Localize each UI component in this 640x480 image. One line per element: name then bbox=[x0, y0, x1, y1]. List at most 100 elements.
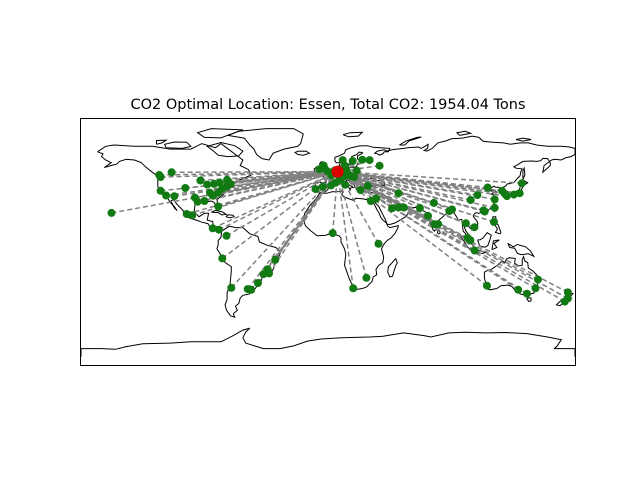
route-line bbox=[218, 170, 338, 231]
route-line bbox=[171, 170, 338, 174]
coastline-baffin bbox=[206, 141, 244, 158]
site-marker bbox=[434, 220, 443, 229]
route-line bbox=[337, 170, 471, 201]
site-marker bbox=[254, 279, 262, 287]
site-marker bbox=[203, 180, 212, 189]
site-marker bbox=[473, 191, 482, 200]
route-line bbox=[186, 170, 338, 215]
map-area bbox=[80, 128, 576, 357]
site-marker bbox=[374, 239, 383, 248]
site-marker bbox=[214, 202, 223, 211]
map-frame bbox=[80, 118, 576, 366]
route-line bbox=[337, 170, 475, 228]
site-marker bbox=[415, 204, 424, 212]
coastline-tasmania bbox=[526, 297, 532, 303]
site-marker bbox=[523, 289, 531, 298]
route-line bbox=[212, 170, 338, 229]
site-marker bbox=[155, 171, 164, 179]
site-marker bbox=[490, 203, 499, 212]
site-marker bbox=[167, 168, 176, 177]
site-marker bbox=[563, 288, 572, 297]
site-marker bbox=[363, 182, 372, 190]
site-marker bbox=[490, 218, 498, 226]
site-marker bbox=[318, 182, 327, 191]
site-marker bbox=[319, 161, 328, 170]
site-marker bbox=[181, 184, 190, 192]
coastline-victoria-island bbox=[164, 141, 192, 149]
coastline-cuba bbox=[211, 209, 228, 216]
coastline-hispaniola bbox=[225, 214, 235, 219]
site-marker bbox=[362, 273, 371, 282]
site-marker bbox=[394, 189, 403, 198]
route-line bbox=[337, 170, 488, 189]
coastline-antarctica bbox=[80, 327, 576, 357]
site-marker bbox=[271, 255, 280, 264]
site-marker bbox=[531, 284, 540, 293]
site-marker bbox=[196, 176, 205, 185]
site-marker bbox=[470, 223, 479, 232]
site-marker bbox=[263, 265, 272, 274]
coastline-novaya-zemlya bbox=[399, 136, 422, 146]
coastline-madagascar bbox=[387, 258, 398, 278]
optimal-location-marker bbox=[331, 165, 344, 178]
route-line bbox=[111, 170, 338, 214]
site-marker bbox=[188, 211, 197, 220]
coastline-ellesmere bbox=[196, 128, 244, 139]
site-marker bbox=[502, 192, 511, 201]
site-marker bbox=[358, 155, 367, 164]
site-marker bbox=[448, 205, 456, 214]
site-marker bbox=[338, 156, 347, 165]
site-marker bbox=[156, 186, 165, 195]
optimal-marker-group bbox=[331, 165, 344, 178]
route-line bbox=[337, 170, 536, 289]
site-marker bbox=[214, 188, 223, 197]
coastline-eurasia bbox=[303, 135, 576, 291]
site-marker bbox=[349, 284, 358, 293]
site-marker bbox=[208, 224, 217, 233]
route-line bbox=[337, 170, 569, 300]
site-marker bbox=[517, 179, 526, 188]
site-marker bbox=[107, 208, 116, 217]
coastline-iceland bbox=[294, 150, 311, 156]
route-line bbox=[337, 170, 522, 184]
site-marker bbox=[534, 275, 542, 284]
site-marker bbox=[328, 229, 337, 238]
site-marker bbox=[222, 231, 231, 240]
site-marker bbox=[483, 281, 491, 290]
site-marker bbox=[331, 178, 340, 187]
route-line bbox=[268, 171, 339, 274]
site-marker bbox=[563, 294, 572, 303]
site-marker bbox=[466, 196, 475, 204]
route-line bbox=[337, 170, 514, 196]
site-marker bbox=[509, 190, 518, 199]
site-marker bbox=[375, 161, 384, 170]
site-marker bbox=[356, 186, 365, 195]
route-line bbox=[336, 171, 368, 278]
site-marker bbox=[388, 204, 397, 213]
site-marker bbox=[223, 175, 232, 184]
site-marker bbox=[479, 206, 488, 215]
site-marker bbox=[461, 219, 470, 228]
coastline-banks-island bbox=[156, 139, 168, 145]
route-line bbox=[217, 170, 338, 208]
coastline-severnaya-zemlya bbox=[455, 130, 473, 136]
coastline-south-america bbox=[216, 225, 281, 319]
route-line bbox=[337, 170, 495, 223]
site-marker bbox=[350, 173, 359, 182]
coastline-new-siberian bbox=[515, 137, 532, 142]
site-marker bbox=[247, 285, 256, 294]
coastline-sakhalin bbox=[522, 166, 526, 180]
coastline-svalbard bbox=[342, 131, 364, 138]
route-line bbox=[337, 159, 363, 173]
site-marker bbox=[366, 197, 375, 205]
route-line bbox=[226, 170, 338, 237]
map-title: CO2 Optimal Location: Essen, Total CO2: … bbox=[130, 97, 525, 113]
site-markers bbox=[107, 155, 572, 306]
site-marker bbox=[352, 166, 361, 175]
site-marker bbox=[162, 191, 171, 200]
site-marker bbox=[424, 211, 432, 220]
site-marker bbox=[214, 225, 223, 234]
site-marker bbox=[429, 198, 438, 207]
